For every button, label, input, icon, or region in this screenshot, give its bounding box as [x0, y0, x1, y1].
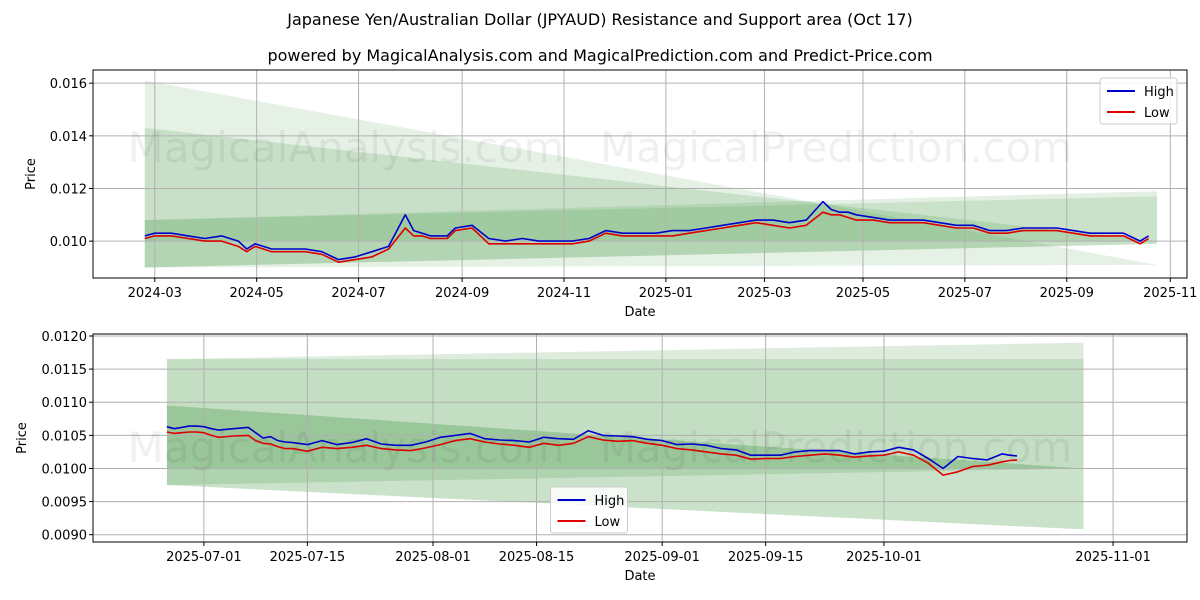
support-resistance-bands	[144, 80, 1157, 268]
series-low-line	[166, 431, 1018, 476]
x-axis-label: Date	[624, 305, 655, 320]
x-tick-label: 2025-07	[938, 286, 992, 301]
series-lines	[144, 200, 1150, 263]
x-tick-label: 2025-07-01	[166, 550, 242, 565]
x-tick-label: 2025-01	[639, 286, 693, 301]
series-lines	[166, 425, 1018, 476]
chart-title: Japanese Yen/Australian Dollar (JPYAUD) …	[287, 10, 913, 29]
x-tick-label: 2024-09	[435, 286, 489, 301]
y-tick-label: 0.0100	[42, 462, 88, 477]
watermark-right: MagicalPrediction.com	[600, 123, 1073, 172]
band-3	[166, 405, 1084, 530]
x-tick-label: 2025-07-15	[270, 550, 346, 565]
x-tick-label: 2025-11-01	[1075, 550, 1151, 565]
x-tick-label: 2025-09	[1040, 286, 1094, 301]
watermark-left: MagicalAnalysis.com	[128, 123, 565, 172]
plot-frame	[92, 333, 1188, 543]
bottom-chart: MagicalAnalysis.com MagicalPrediction.com…	[15, 330, 1188, 584]
x-tick-label: 2024-11	[537, 286, 591, 301]
x-tick-label: 2025-09-01	[624, 550, 700, 565]
x-tick-label: 2024-07	[331, 286, 385, 301]
grid	[93, 334, 1187, 542]
y-tick-label: 0.0120	[42, 330, 88, 345]
x-tick-label: 2025-09-15	[728, 550, 804, 565]
y-tick-label: 0.0095	[42, 496, 88, 511]
y-tick-label: 0.0110	[42, 396, 88, 411]
y-tick-label: 0.0115	[42, 363, 88, 378]
x-tick-label: 2025-08-15	[499, 550, 575, 565]
x-tick-label: 2025-08-01	[395, 550, 471, 565]
y-tick-label: 0.0090	[42, 529, 88, 544]
x-axis-label: Date	[624, 569, 655, 584]
legend-label-low: Low	[595, 515, 621, 530]
x-tick-label: 2025-03	[737, 286, 791, 301]
x-tick-label: 2025-11	[1143, 286, 1197, 301]
x-tick-label: 2025-10-01	[846, 550, 922, 565]
top-chart: MagicalAnalysis.com MagicalPrediction.com…	[24, 69, 1197, 320]
band-3	[144, 191, 1157, 268]
x-tick-label: 2024-05	[230, 286, 284, 301]
series-high-line	[166, 425, 1018, 470]
y-tick-label: 0.012	[50, 182, 87, 197]
series-low-line	[144, 211, 1150, 263]
chart-subtitle: powered by MagicalAnalysis.com and Magic…	[267, 46, 933, 65]
legend-label-high: High	[595, 494, 625, 509]
y-tick-label: 0.0105	[42, 429, 88, 444]
y-tick-label: 0.014	[50, 130, 87, 145]
legend: High Low	[550, 486, 628, 534]
legend-label-low: Low	[1144, 106, 1170, 121]
y-tick-label: 0.016	[50, 77, 87, 92]
legend: High Low	[1099, 77, 1178, 125]
x-tick-label: 2025-05	[836, 286, 890, 301]
plot-frame	[92, 69, 1188, 279]
y-axis-label: Price	[24, 158, 39, 190]
x-tick-label: 2024-03	[128, 286, 182, 301]
series-high-line	[144, 200, 1150, 261]
legend-label-high: High	[1144, 85, 1174, 100]
y-tick-label: 0.010	[50, 235, 87, 250]
y-axis-label: Price	[15, 422, 30, 454]
band-2	[144, 127, 1157, 268]
